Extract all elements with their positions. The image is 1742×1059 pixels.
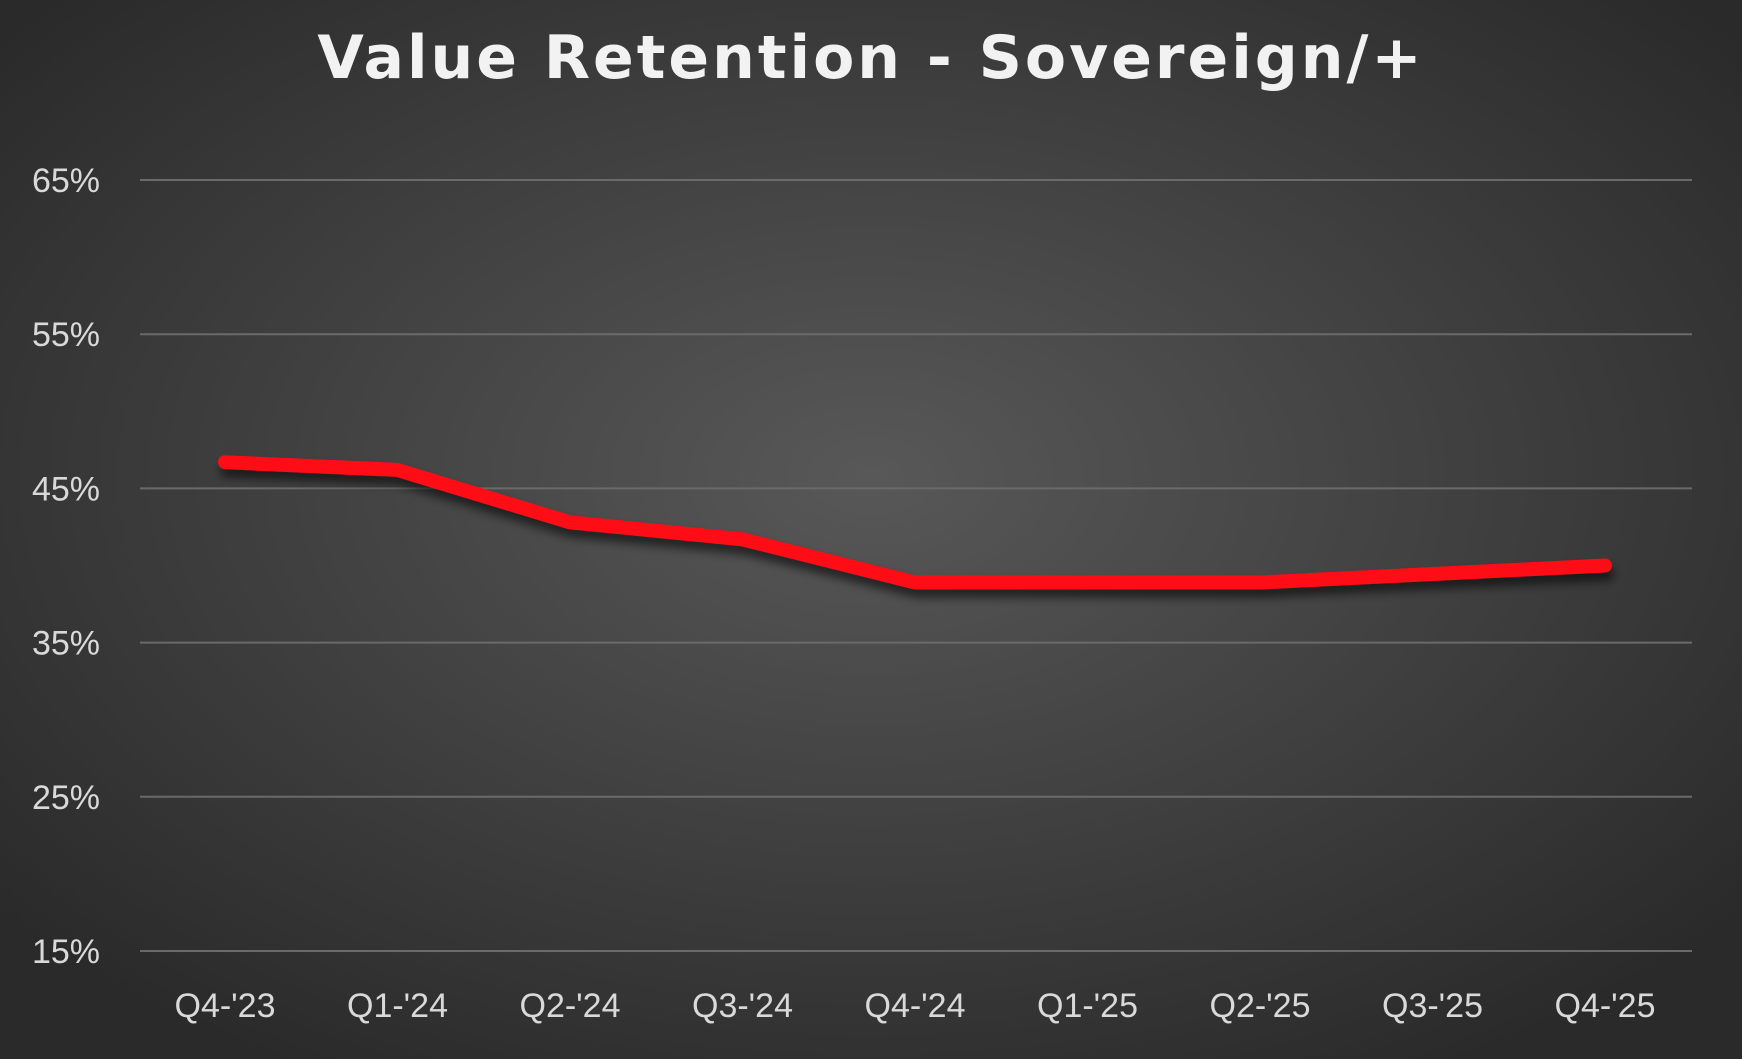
x-tick-label: Q4-'23 [175,987,276,1025]
y-tick-label: 55% [32,316,100,354]
x-tick-label: Q1-'24 [347,987,448,1025]
y-tick-label: 15% [32,933,100,971]
y-tick-label: 35% [32,625,100,663]
y-tick-label: 45% [32,470,100,508]
x-tick-label: Q3-'25 [1382,987,1483,1025]
y-tick-label: 25% [32,779,100,817]
x-tick-label: Q1-'25 [1037,987,1138,1025]
chart-title: Value Retention - Sovereign/+ [317,23,1424,93]
x-tick-label: Q2-'25 [1210,987,1311,1025]
x-tick-label: Q4-'25 [1555,987,1656,1025]
x-tick-label: Q3-'24 [692,987,793,1025]
y-tick-label: 65% [32,162,100,200]
x-tick-label: Q2-'24 [520,987,621,1025]
x-tick-label: Q4-'24 [865,987,966,1025]
